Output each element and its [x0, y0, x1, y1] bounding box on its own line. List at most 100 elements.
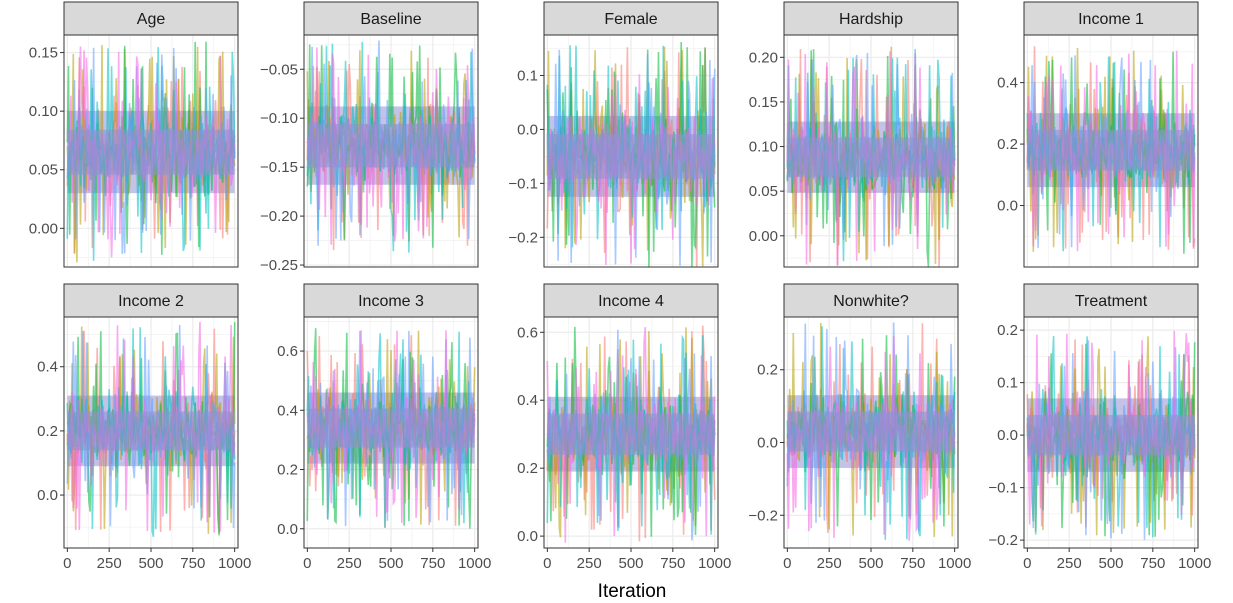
y-tick-label: −0.1	[508, 175, 538, 192]
y-tick-label: 0.6	[277, 343, 298, 360]
panel-title: Age	[137, 11, 166, 28]
x-axis-title: Iteration	[598, 581, 667, 602]
x-tick-label: 0	[303, 555, 311, 572]
x-tick-label: 250	[577, 555, 602, 572]
panel-title: Hardship	[839, 11, 903, 28]
x-tick-label: 250	[337, 555, 362, 572]
y-tick-label: −0.2	[988, 532, 1018, 549]
chain-overlap-core	[547, 134, 715, 179]
y-tick-label: −0.2	[748, 507, 778, 524]
y-tick-label: 0.05	[749, 183, 778, 200]
y-tick-label: 0.0	[517, 121, 538, 138]
panel-title: Female	[604, 11, 657, 28]
chain-overlap-core	[787, 137, 955, 177]
y-tick-label: −0.25	[260, 257, 298, 274]
chain-overlap-core	[307, 408, 475, 448]
panel-border	[543, 34, 719, 268]
chain-overlap-core	[67, 129, 235, 175]
y-tick-label: 0.0	[277, 521, 298, 538]
chain-overlap-core	[787, 411, 955, 452]
y-tick-label: −0.10	[260, 110, 298, 127]
x-tick-label: 500	[1098, 555, 1123, 572]
y-tick-label: 0.0	[757, 435, 778, 452]
trace-lines	[786, 322, 956, 541]
panel-title: Income 4	[598, 293, 664, 310]
trace-lines	[786, 46, 956, 267]
panel-border	[63, 34, 239, 268]
facet-panel: Income 1 0.0 0.2 0.4	[997, 1, 1199, 268]
y-tick-label: −0.20	[260, 208, 298, 225]
facet-panels: Age0.000.050.100.15Baseline−0.25−0.20−0.…	[29, 1, 1211, 572]
panel-title: Baseline	[360, 11, 421, 28]
x-tick-label: 750	[180, 555, 205, 572]
x-tick-label: 1000	[698, 555, 731, 572]
x-tick-label: 250	[97, 555, 122, 572]
y-tick-label: 0.20	[749, 49, 778, 66]
panel-title: Income 3	[358, 293, 424, 310]
y-tick-label: 0.1	[517, 67, 538, 84]
facet-panel: Income 2 0.0 0.2 0.4 0 250 500 750 1000	[37, 283, 251, 572]
strip-background	[63, 1, 239, 36]
trace-lines	[1026, 46, 1196, 254]
strip-background	[303, 283, 479, 318]
y-tick-label: 0.2	[757, 362, 778, 379]
facet-panel: Income 3 0.0 0.2 0.4 0.6 0 250 500 750 1000	[277, 283, 491, 572]
panel-title: Income 1	[1078, 11, 1144, 28]
y-tick-label: 0.4	[517, 392, 538, 409]
y-tick-label: 0.0	[997, 427, 1018, 444]
chain-overlap-core	[1027, 129, 1195, 171]
x-tick-label: 500	[618, 555, 643, 572]
x-tick-label: 750	[1140, 555, 1165, 572]
facet-panel: Female −0.2 −0.1 0.0 0.1	[508, 1, 719, 268]
strip-background	[783, 1, 959, 36]
chain-overlap-core	[67, 411, 235, 451]
facet-panel: Hardship 0.00 0.05 0.10 0.15 0.20	[749, 1, 959, 268]
x-tick-label: 250	[817, 555, 842, 572]
y-tick-label: 0.0	[517, 528, 538, 545]
y-tick-label: 0.10	[29, 103, 58, 120]
y-tick-label: −0.2	[508, 229, 538, 246]
strip-background	[63, 283, 239, 318]
y-tick-label: 0.15	[749, 94, 778, 111]
strip-background	[783, 283, 959, 318]
facet-panel: Treatment −0.2 −0.1 0.0 0.1 0.2 0 250 500 750 1000	[988, 283, 1211, 572]
x-tick-label: 0	[783, 555, 791, 572]
y-tick-label: 0.10	[749, 139, 778, 156]
trace-lines	[66, 41, 236, 263]
x-tick-label: 1000	[1178, 555, 1211, 572]
panel-border	[783, 34, 959, 268]
y-tick-label: 0.1	[997, 375, 1018, 392]
y-tick-label: 0.0	[37, 487, 58, 504]
x-tick-label: 750	[660, 555, 685, 572]
trace-lines	[306, 328, 476, 529]
y-tick-label: 0.0	[997, 198, 1018, 215]
x-tick-label: 500	[378, 555, 403, 572]
x-tick-label: 500	[138, 555, 163, 572]
y-tick-label: 0.4	[37, 359, 58, 376]
trace-lines	[546, 325, 716, 543]
x-tick-label: 0	[63, 555, 71, 572]
x-tick-label: 750	[420, 555, 445, 572]
panel-border	[303, 34, 479, 268]
x-tick-label: 0	[1023, 555, 1031, 572]
strip-background	[543, 1, 719, 36]
panel-title: Nonwhite?	[833, 293, 909, 310]
x-tick-label: 250	[1057, 555, 1082, 572]
y-tick-label: 0.15	[29, 45, 58, 62]
facet-panel: Age 0.00 0.05 0.10 0.15	[29, 1, 239, 268]
y-tick-label: 0.6	[517, 324, 538, 341]
facet-panel: Income 4 0.0 0.2 0.4 0.6 0 250 500 750 1000	[517, 283, 731, 572]
chain-overlap-core	[307, 124, 475, 168]
facet-panel: Baseline −0.25 −0.20 −0.15 −0.10 −0.05	[260, 1, 479, 274]
chain-overlap-core	[1027, 414, 1195, 456]
chain-overlap-core	[547, 413, 715, 455]
trace-lines	[306, 40, 476, 253]
y-tick-label: 0.4	[277, 402, 298, 419]
y-tick-label: 0.2	[277, 462, 298, 479]
y-tick-label: −0.1	[988, 480, 1018, 497]
y-tick-label: −0.05	[260, 61, 298, 78]
trace-lines	[1026, 330, 1196, 540]
trace-lines	[546, 41, 716, 267]
y-tick-label: 0.2	[997, 136, 1018, 153]
